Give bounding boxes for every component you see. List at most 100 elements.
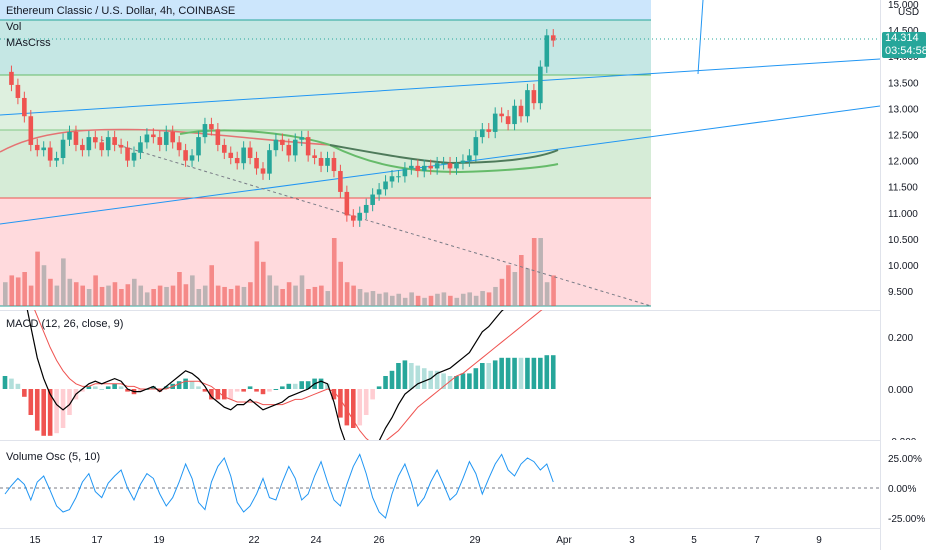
candle-body [254,157,259,169]
macd-hist-bar [99,389,105,390]
macd-hist-bar [9,378,14,389]
volume-bar [306,289,311,306]
time-tick-label: 5 [691,535,697,546]
volume-osc-axis[interactable]: 25.00% 0.00% -25.00% [888,454,925,525]
candle-body [531,90,537,104]
candle-body [396,176,401,178]
macd-hist-bar [538,357,543,389]
candle-body [267,150,272,174]
macd-hist-bar [280,386,285,389]
volume-bar [190,275,195,306]
macd-hist-bar [544,355,550,389]
macd-hist-bar [34,389,40,431]
trendline-lower[interactable] [0,105,881,225]
trendline-upper[interactable] [0,58,881,116]
macd-hist-bar [486,363,492,389]
candle-body [428,165,433,169]
macd-hist-bar [273,389,279,390]
macd-hist-bar [460,373,466,389]
candle-body [86,137,92,151]
volume-bar [67,278,73,306]
macd-hist-bar [105,386,111,389]
candle-body [454,163,459,169]
volume-bar [544,282,550,306]
volume-bar [531,238,537,306]
candle-body [518,105,524,117]
macd-hist-bar [402,360,408,389]
macd-hist-bar [525,357,530,389]
macd-hist-bar [125,389,130,392]
macd-hist-bar [480,363,485,389]
volume-bar [35,251,40,306]
time-tick-label: 9 [816,535,822,546]
volume-bar [454,297,460,306]
pane-separator[interactable] [0,310,880,311]
time-tick-label: 19 [153,535,165,546]
macd-hist-bar [189,381,195,389]
candle-body [409,165,414,169]
macd-hist-bar [518,357,524,389]
macd-signal-line [4,271,554,445]
macd-hist-bar [376,386,382,389]
macd-tick-label: 0.000 [888,385,913,396]
volume-bar [415,295,421,306]
volume-bar [551,275,556,306]
time-axis[interactable]: 15 17 19 22 24 26 29 Apr 3 5 7 9 [0,528,932,550]
candle-body [312,155,317,158]
candle-body [118,144,124,148]
trendline-dashed[interactable] [94,137,652,307]
ma-label: MAsCrss [6,37,51,49]
candle-body [318,157,324,166]
candle-body [344,191,350,216]
macd-hist-bar [86,386,92,389]
last-price-value: 14.314 [885,32,919,44]
price-chart[interactable]: 15.00014.50014.00013.50013.00012.50012.0… [0,0,932,310]
candle-body [247,147,253,158]
macd-hist-bar [112,383,117,389]
macd-hist-bar [441,373,446,389]
volume-osc-pane[interactable]: 25.00% 0.00% -25.00% Volume Osc (5, 10) [0,440,932,528]
candle-body [209,124,214,130]
candle-body [370,194,375,205]
price-pane[interactable]: 15.00014.50014.00013.50013.00012.50012.0… [0,0,932,310]
macd-label: MACD (12, 26, close, 9) [6,318,124,330]
candle-body [434,163,440,169]
candle-body [280,139,285,145]
price-axis-separator [880,0,881,550]
candle-body [22,97,27,117]
candle-body [9,71,14,85]
volume-bar [196,289,202,306]
vo-tick-label: -25.00% [888,514,925,525]
candle-body [112,137,117,145]
pane-separator[interactable] [0,440,880,441]
volume-bar [312,286,318,306]
macd-hist-bar [512,357,517,389]
macd-hist-bar [338,389,343,418]
macd-hist-bar [157,389,163,392]
volume-osc-label: Volume Osc (5, 10) [6,451,101,463]
candle-body [228,152,234,158]
macd-hist-bar [183,378,188,389]
time-tick-label: 29 [469,535,481,546]
macd-hist-bar [363,389,369,415]
candle-body [376,189,382,195]
volume-osc-chart[interactable]: 25.00% 0.00% -25.00% [0,440,932,528]
volume-bar [222,286,227,306]
trendline-spike[interactable] [697,0,704,75]
macd-hist-bar [93,386,98,389]
candle-body [512,105,517,125]
candle-body [41,147,46,151]
macd-hist-bar [492,360,498,389]
volume-bar [351,285,356,306]
macd-hist-bar [228,389,234,400]
candle-body [28,116,34,145]
candle-body [34,144,40,151]
candle-body [93,137,98,143]
macd-hist-bar [47,389,53,436]
time-tick-label: 15 [29,535,41,546]
symbol-title: Ethereum Classic / U.S. Dollar, 4h, COIN… [6,5,236,17]
price-tick-label: 14.500 [888,26,919,37]
